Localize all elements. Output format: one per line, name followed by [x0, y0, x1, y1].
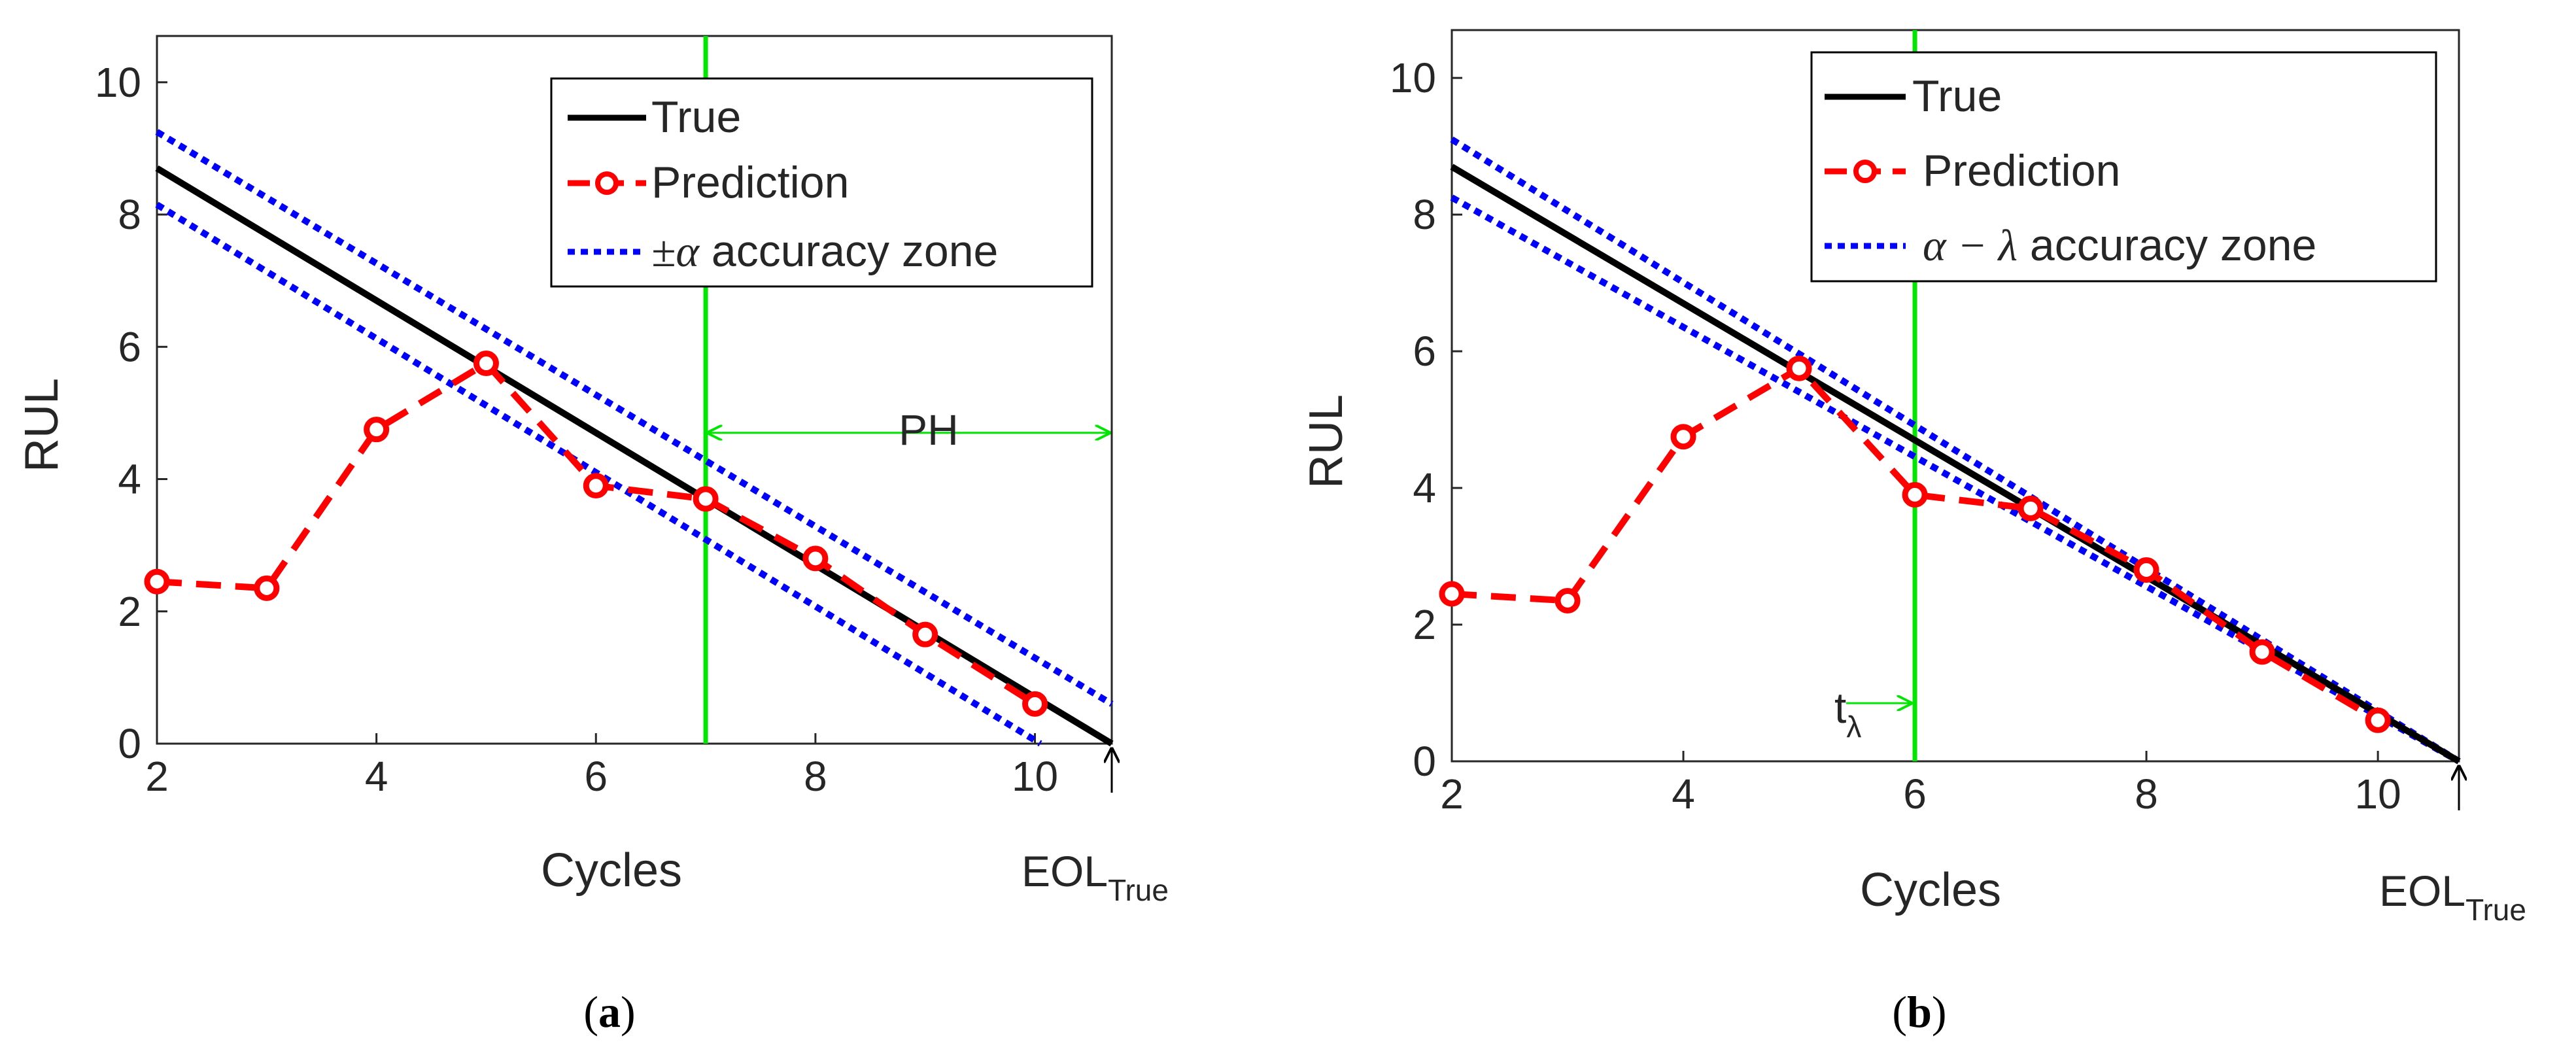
- x-tick-label: 2: [1440, 770, 1464, 818]
- prediction-point: [2249, 639, 2275, 665]
- x-tick-label: 4: [1672, 770, 1695, 818]
- x-axis-label-b: Cycles: [1860, 864, 2001, 916]
- prediction-point: [1439, 581, 1465, 607]
- eol-label-b: EOLTrue: [2379, 867, 2526, 927]
- y-tick-label: 4: [1413, 464, 1436, 511]
- true-line-b: [1450, 164, 2461, 765]
- y-tick-label: 2: [118, 588, 141, 635]
- x-tick-label: 8: [2135, 770, 2158, 818]
- prediction-point: [473, 351, 499, 377]
- t-lambda-label: tλ: [1834, 683, 1861, 744]
- y-tick-label: 2: [1413, 601, 1436, 648]
- caption-b: (b): [1892, 987, 1946, 1037]
- ph-label: PH: [899, 406, 959, 454]
- y-tick-label: 0: [118, 720, 141, 767]
- prediction-point: [1670, 424, 1696, 450]
- legend-prediction-label-a: Prediction: [651, 158, 849, 207]
- true-line-a: [155, 165, 1114, 747]
- prediction-point: [2133, 557, 2159, 583]
- axes-frame-b: [1451, 29, 2460, 763]
- legend-true-label-b: True: [1912, 71, 2002, 121]
- y-tick-label: 6: [1413, 328, 1436, 375]
- legend-b: True Prediction α − λ accuracy zone: [1810, 51, 2437, 283]
- x-tick-label: 6: [584, 753, 608, 800]
- legend-box-b: [1810, 51, 2437, 283]
- prediction-point: [1786, 355, 1812, 381]
- x-tick-label: 6: [1903, 770, 1927, 818]
- x-tick-label: 10: [2354, 770, 2401, 818]
- axes-frame-a: [156, 35, 1113, 745]
- prediction-point: [364, 417, 390, 443]
- legend-zone-label-b: α − λ accuracy zone: [1923, 220, 2316, 270]
- eol-label-a: EOLTrue: [1022, 847, 1169, 907]
- legend-prediction-label-b: Prediction: [1923, 146, 2120, 196]
- accuracy-zone-lower-a: [155, 201, 1042, 747]
- y-axis-label-a: RUL: [16, 378, 68, 472]
- prediction-point: [1554, 587, 1581, 613]
- x-tick-label: 10: [1012, 753, 1058, 800]
- prediction-point: [1022, 691, 1048, 717]
- prediction-point: [583, 473, 609, 499]
- y-tick-label: 8: [118, 191, 141, 238]
- prediction-point: [912, 621, 938, 647]
- accuracy-zone-upper-a: [155, 129, 1114, 707]
- y-tick-label: 10: [1390, 54, 1436, 101]
- prediction-point: [2365, 707, 2391, 733]
- prediction-point: [802, 545, 829, 572]
- legend-zone-label-a: ±α accuracy zone: [651, 226, 998, 276]
- prediction-point: [693, 486, 719, 512]
- caption-a: (a): [583, 987, 635, 1037]
- x-tick-label: 4: [365, 753, 388, 800]
- legend-prediction-marker-b: [1853, 160, 1877, 183]
- prediction-point: [1902, 482, 1928, 508]
- y-axis-label-b: RUL: [1300, 394, 1352, 489]
- x-tick-label: 8: [804, 753, 827, 800]
- x-tick-label: 2: [145, 753, 169, 800]
- legend-a: True Prediction ±α accuracy zone: [550, 77, 1093, 288]
- legend-prediction-marker-a: [595, 171, 619, 195]
- accuracy-zone-upper-b: [1450, 136, 2461, 765]
- y-tick-label: 8: [1413, 191, 1436, 238]
- y-tick-label: 6: [118, 323, 141, 370]
- x-axis-label-a: Cycles: [541, 844, 682, 897]
- prediction-point: [254, 575, 280, 601]
- prediction-point: [2018, 495, 2044, 521]
- y-tick-label: 0: [1413, 738, 1436, 785]
- y-tick-label: 4: [118, 456, 141, 503]
- y-tick-label: 10: [95, 59, 141, 106]
- prediction-point: [144, 568, 170, 595]
- legend-true-label-a: True: [651, 92, 741, 142]
- prediction-line-b: [1451, 364, 2380, 723]
